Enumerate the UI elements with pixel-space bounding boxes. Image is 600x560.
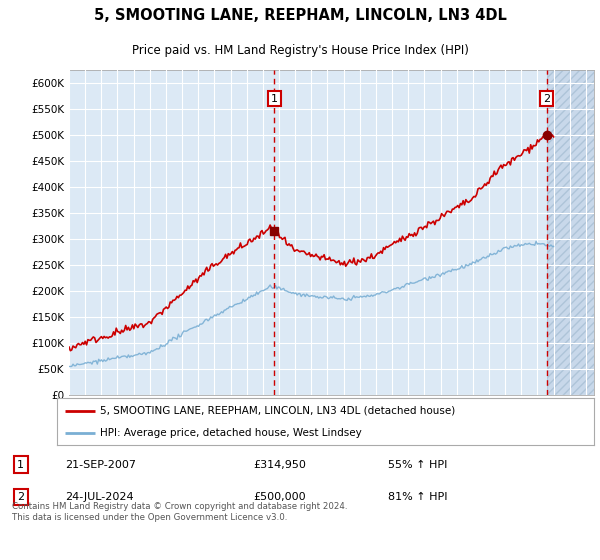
Text: £500,000: £500,000 bbox=[253, 492, 305, 502]
Text: 81% ↑ HPI: 81% ↑ HPI bbox=[388, 492, 448, 502]
Text: HPI: Average price, detached house, West Lindsey: HPI: Average price, detached house, West… bbox=[100, 428, 362, 438]
Text: 2: 2 bbox=[17, 492, 24, 502]
Text: 24-JUL-2024: 24-JUL-2024 bbox=[65, 492, 133, 502]
Text: Price paid vs. HM Land Registry's House Price Index (HPI): Price paid vs. HM Land Registry's House … bbox=[131, 44, 469, 57]
Text: 2: 2 bbox=[543, 94, 550, 104]
Text: 1: 1 bbox=[17, 460, 24, 470]
Text: 21-SEP-2007: 21-SEP-2007 bbox=[65, 460, 136, 470]
Text: 5, SMOOTING LANE, REEPHAM, LINCOLN, LN3 4DL: 5, SMOOTING LANE, REEPHAM, LINCOLN, LN3 … bbox=[94, 8, 506, 23]
Text: 1: 1 bbox=[271, 94, 278, 104]
Text: 5, SMOOTING LANE, REEPHAM, LINCOLN, LN3 4DL (detached house): 5, SMOOTING LANE, REEPHAM, LINCOLN, LN3 … bbox=[100, 406, 455, 416]
Text: 55% ↑ HPI: 55% ↑ HPI bbox=[388, 460, 448, 470]
Bar bbox=[547, 70, 594, 395]
Text: £314,950: £314,950 bbox=[253, 460, 306, 470]
Bar bbox=[547, 70, 594, 395]
Text: Contains HM Land Registry data © Crown copyright and database right 2024.
This d: Contains HM Land Registry data © Crown c… bbox=[12, 502, 347, 522]
